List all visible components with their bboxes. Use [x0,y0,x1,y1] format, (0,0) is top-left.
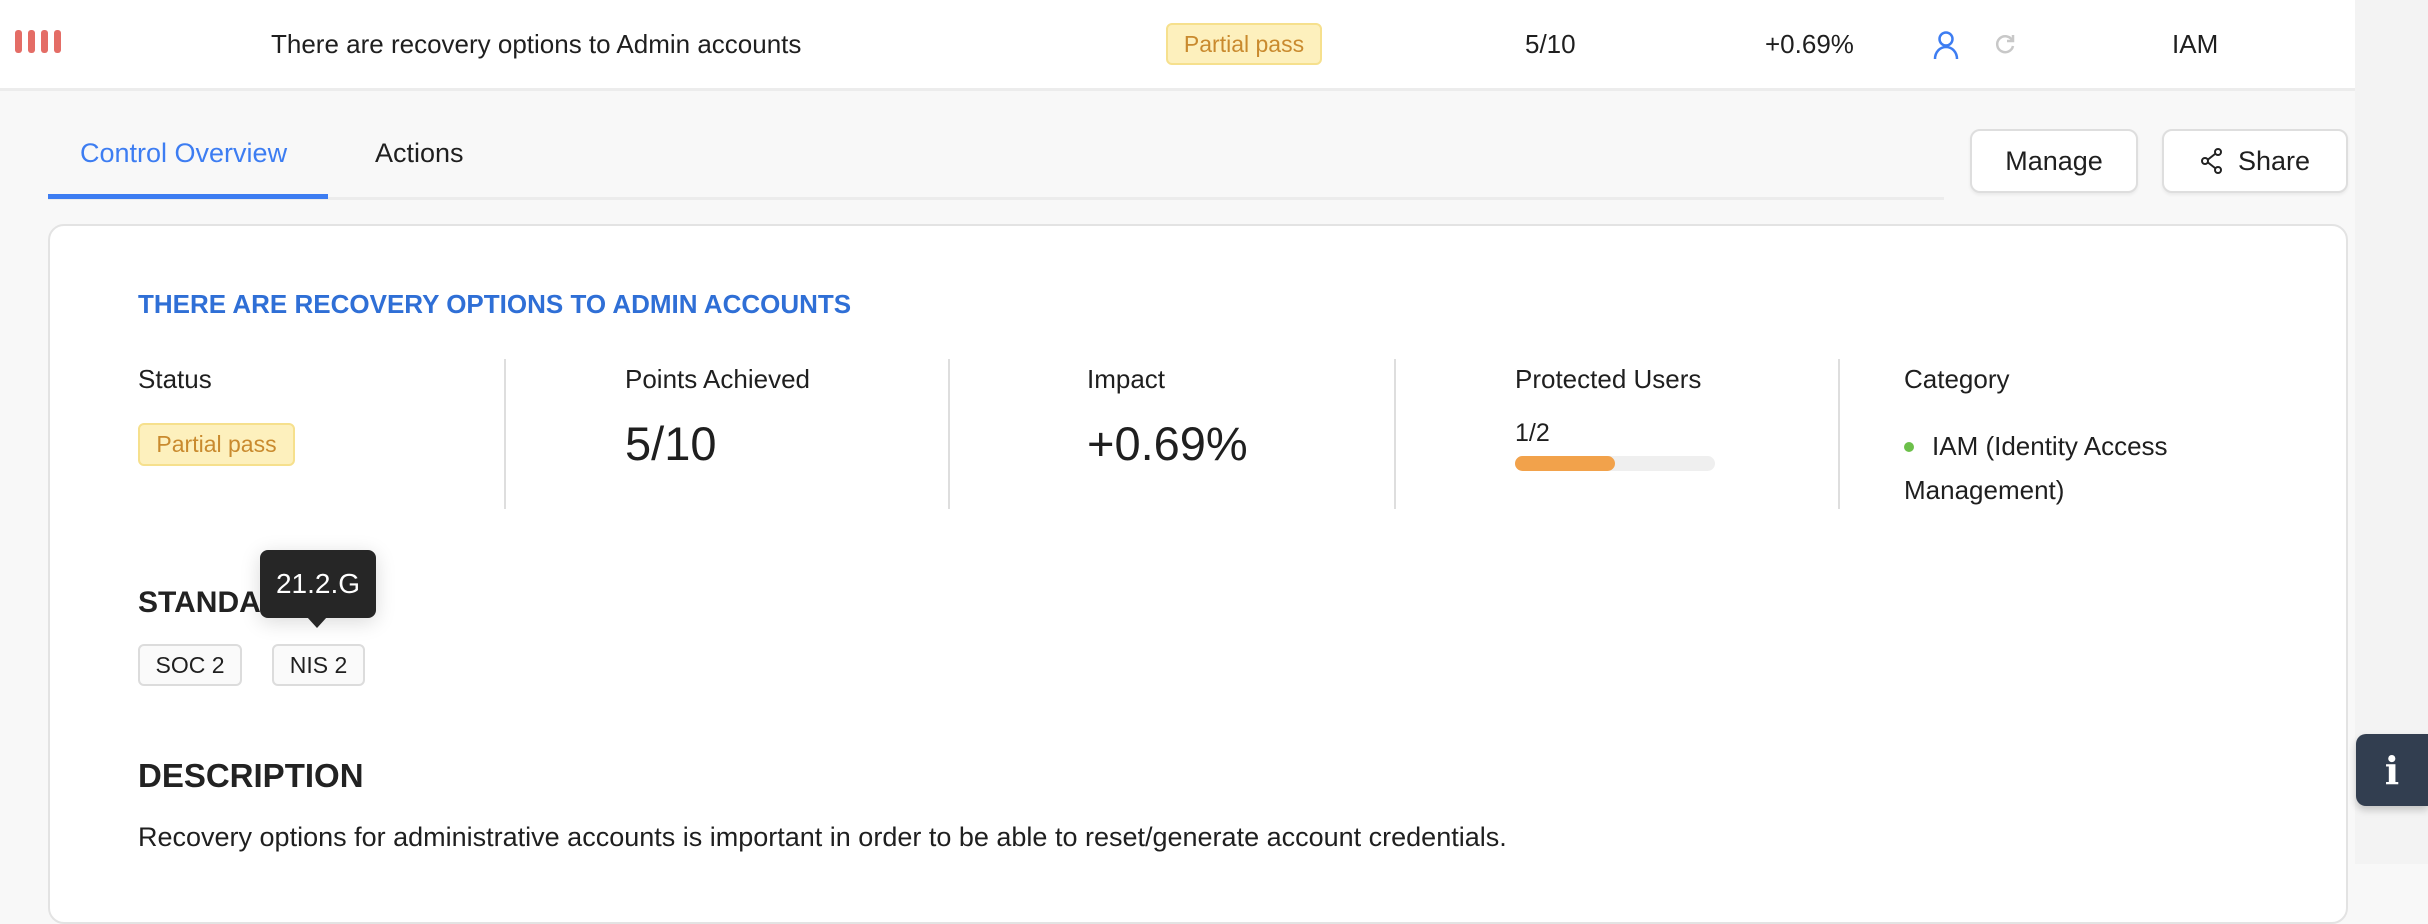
standard-tooltip: 21.2.G [260,550,376,618]
category-value: IAM (Identity Access Management) [1904,424,2224,512]
info-button[interactable]: i [2356,734,2428,806]
status-badge: Partial pass [138,423,295,466]
points-label: Points Achieved [625,364,811,394]
row-status-badge: Partial pass [1166,23,1322,65]
share-icon [2200,148,2222,174]
progress-fill [1515,456,1615,471]
standard-chip-soc2[interactable]: SOC 2 [138,644,242,686]
divider [504,359,506,509]
protected-users-value: 1/2 [1515,419,1550,447]
tab-actions[interactable]: Actions [375,138,464,168]
divider [1838,359,1840,509]
severity-bars-icon [15,30,61,53]
active-tab-indicator [48,194,328,199]
tab-divider [48,197,1944,200]
divider [948,359,950,509]
row-title: There are recovery options to Admin acco… [271,29,802,59]
share-label: Share [2237,145,2311,176]
control-overview-card [48,224,2348,924]
control-heading: THERE ARE RECOVERY OPTIONS TO ADMIN ACCO… [138,289,852,319]
protected-users-label: Protected Users [1515,364,1702,394]
row-points: 5/10 [1525,29,1576,59]
info-icon: i [2384,747,2400,793]
protected-users-progress [1515,456,1715,471]
standard-chip-nis2[interactable]: NIS 2 [272,644,365,686]
category-text: IAM (Identity Access Management) [1904,431,2168,505]
tooltip-arrow [307,617,327,628]
impact-label: Impact [1087,364,1166,394]
tab-control-overview[interactable]: Control Overview [80,138,288,168]
category-label: Category [1904,364,2010,394]
row-impact: +0.69% [1765,29,1854,59]
status-label: Status [138,364,212,394]
manage-button[interactable]: Manage [1970,129,2138,193]
row-category: IAM [2172,29,2219,59]
refresh-icon[interactable] [1993,32,2017,56]
description-text: Recovery options for administrative acco… [138,822,1507,852]
impact-value: +0.69% [1087,417,1248,470]
share-button[interactable]: Share [2162,129,2348,193]
scrollbar-track[interactable] [2355,0,2428,864]
divider [1394,359,1396,509]
user-icon[interactable] [1932,30,1960,60]
control-row[interactable]: There are recovery options to Admin acco… [0,0,2355,91]
category-dot-icon [1904,442,1914,452]
points-value: 5/10 [625,417,717,470]
manage-label: Manage [2005,145,2103,176]
description-heading: DESCRIPTION [138,757,364,794]
